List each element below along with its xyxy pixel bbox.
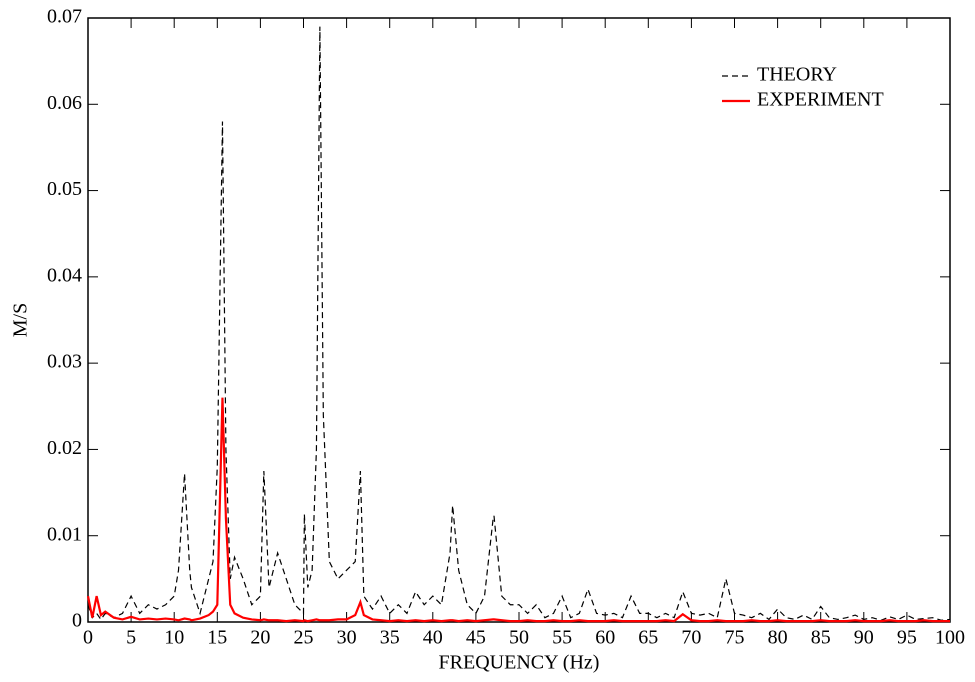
x-tick-label: 40: [423, 627, 443, 649]
x-tick-label: 100: [935, 627, 965, 649]
x-tick-label: 45: [466, 627, 486, 649]
x-tick-label: 15: [207, 627, 227, 649]
y-tick-label: 0.06: [47, 92, 82, 114]
legend-label: THEORY: [757, 64, 837, 86]
x-tick-label: 55: [552, 627, 572, 649]
legend-label: EXPERIMENT: [757, 89, 884, 111]
y-tick-label: 0.04: [47, 264, 82, 286]
x-tick-label: 85: [811, 627, 831, 649]
y-tick-label: 0.07: [47, 6, 82, 28]
y-tick-label: 0.03: [47, 351, 82, 373]
x-tick-label: 0: [83, 627, 93, 649]
x-tick-label: 35: [380, 627, 400, 649]
x-tick-label: 25: [294, 627, 314, 649]
x-tick-label: 90: [854, 627, 874, 649]
data-line: [86, 397, 950, 623]
x-axis-label: FREQUENCY (Hz): [439, 652, 600, 674]
x-tick-label: 60: [595, 627, 615, 649]
x-tick-label: 50: [509, 627, 529, 649]
y-tick-label: 0.02: [47, 437, 82, 459]
x-tick-label: 95: [897, 627, 917, 649]
x-tick-label: 30: [337, 627, 357, 649]
x-tick-label: 20: [250, 627, 270, 649]
x-tick-label: 10: [164, 627, 184, 649]
x-tick-label: 5: [126, 627, 136, 649]
y-tick-label: 0.05: [47, 178, 82, 200]
y-tick-label: 0.01: [47, 523, 82, 545]
y-tick-label: 0: [72, 610, 82, 632]
x-tick-label: 75: [725, 627, 745, 649]
y-axis-label: M/S: [10, 303, 32, 337]
x-tick-label: 65: [638, 627, 658, 649]
data-line: [87, 26, 951, 621]
x-tick-label: 70: [681, 627, 701, 649]
x-tick-label: 80: [768, 627, 788, 649]
